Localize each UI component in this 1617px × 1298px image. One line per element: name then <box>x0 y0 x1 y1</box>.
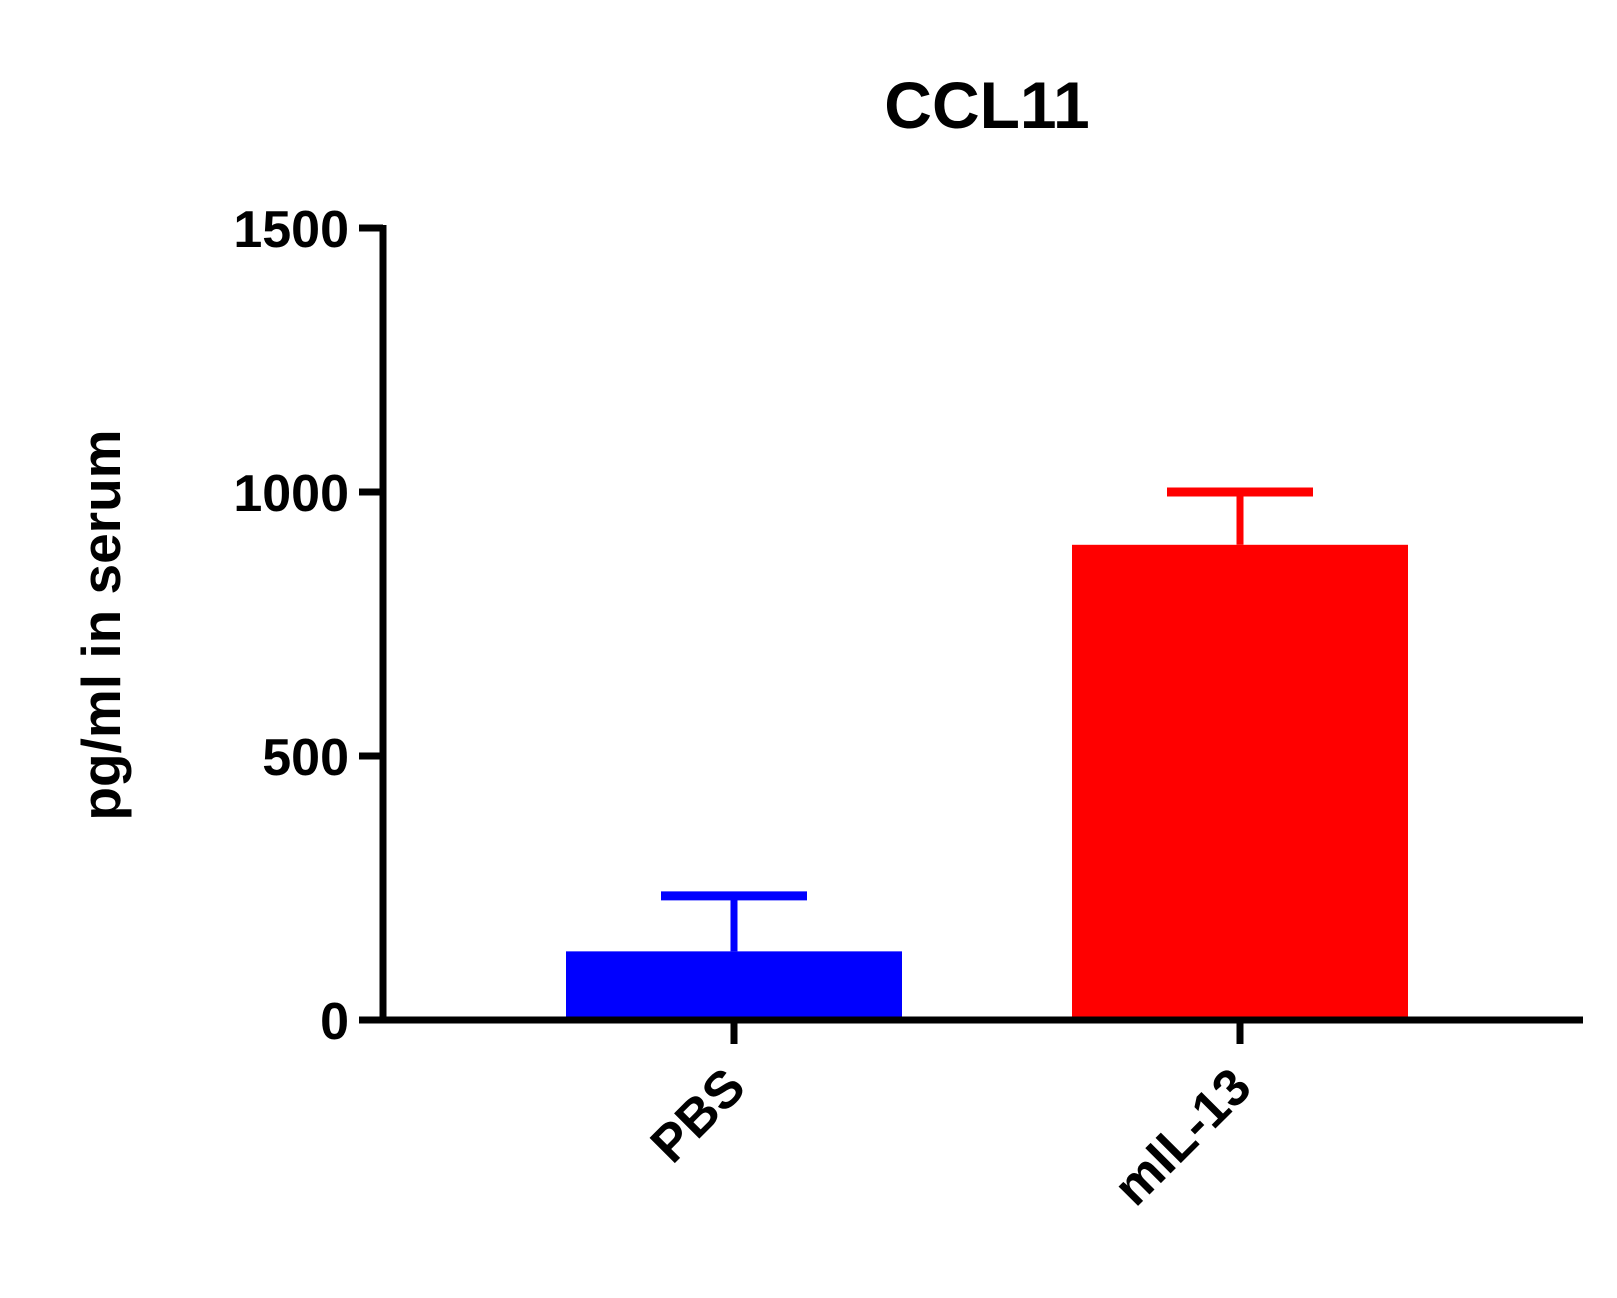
y-tick-label-1000: 1000 <box>233 465 349 523</box>
chart-title: CCL11 <box>884 68 1089 142</box>
y-tick-label-0: 0 <box>320 993 349 1051</box>
y-tick-label-1500: 1500 <box>233 201 349 259</box>
bar-pbs <box>566 951 902 1020</box>
y-axis-label: pg/ml in serum <box>70 429 132 820</box>
y-tick-label-500: 500 <box>262 729 349 787</box>
x-tick-label-pbs: PBS <box>640 1057 757 1174</box>
x-tick-label-mil-13: mIL-13 <box>1103 1057 1263 1217</box>
bar-mil-13 <box>1072 544 1408 1020</box>
plot-area: 0 500 1000 1500 PBS mIL-13 <box>233 201 1583 1217</box>
